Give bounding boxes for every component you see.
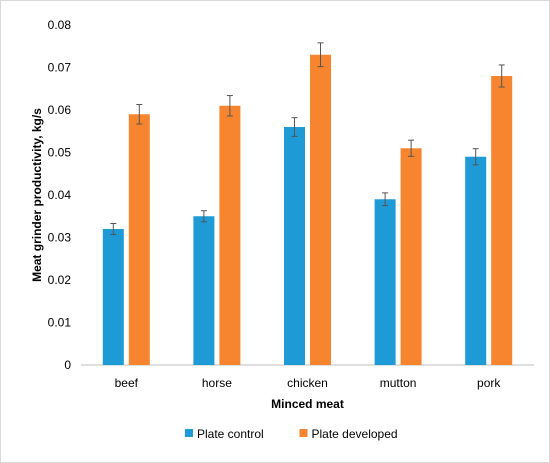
bars-group — [102, 42, 513, 365]
error-bar — [317, 42, 324, 68]
bar-plate-developed-mutton — [400, 148, 422, 365]
bar-plate-control-beef — [102, 229, 124, 365]
error-bar — [408, 139, 415, 157]
y-tick-label: 0.05 — [48, 146, 72, 160]
error-bar — [498, 64, 505, 88]
x-tick-label: mutton — [380, 376, 417, 390]
error-bar — [382, 192, 389, 207]
bar-plate-control-horse — [193, 216, 215, 365]
legend-label: Plate control — [197, 427, 264, 441]
y-tick-label: 0.04 — [48, 188, 72, 202]
y-tick-label: 0.03 — [48, 231, 72, 245]
error-bar — [291, 117, 298, 137]
error-bar — [110, 222, 117, 236]
error-bar — [226, 95, 233, 117]
x-tick-label: pork — [477, 376, 501, 390]
legend-item: Plate control — [185, 427, 264, 441]
y-tick-label: 0.06 — [48, 103, 72, 117]
legend-swatch — [299, 429, 308, 437]
error-bar — [472, 148, 479, 166]
bar-plate-control-pork — [465, 156, 487, 365]
legend-label: Plate developed — [312, 427, 398, 441]
x-tick-label: chicken — [287, 376, 328, 390]
error-bar — [200, 210, 207, 223]
y-tick-label: 0.02 — [48, 273, 72, 287]
y-tick-label: 0.07 — [48, 61, 72, 75]
legend-item: Plate developed — [299, 427, 398, 441]
x-tick-label: horse — [202, 376, 232, 390]
x-axis-title: Minced meat — [271, 397, 344, 411]
bar-plate-developed-chicken — [310, 54, 331, 365]
y-tick-label: 0.08 — [48, 18, 72, 32]
x-axis: beef horse chicken mutton pork — [115, 376, 502, 390]
bar-plate-developed-pork — [491, 76, 513, 365]
x-tick-label: beef — [115, 376, 139, 390]
y-tick-label: 0 — [64, 358, 71, 372]
bar-plate-control-chicken — [284, 127, 305, 365]
y-tick-label: 0.01 — [48, 316, 72, 330]
error-bar — [136, 103, 143, 125]
y-axis: 0 0.01 0.02 0.03 0.04 0.05 0.06 0.07 0.08 — [48, 18, 72, 372]
bar-plate-developed-beef — [128, 114, 150, 365]
bar-plate-control-mutton — [374, 199, 396, 365]
bar-plate-developed-horse — [219, 105, 241, 365]
y-axis-title: Meat grinder productivity, kg/s — [30, 108, 44, 282]
legend-swatch — [185, 429, 193, 437]
legend: Plate control Plate developed — [185, 427, 398, 441]
